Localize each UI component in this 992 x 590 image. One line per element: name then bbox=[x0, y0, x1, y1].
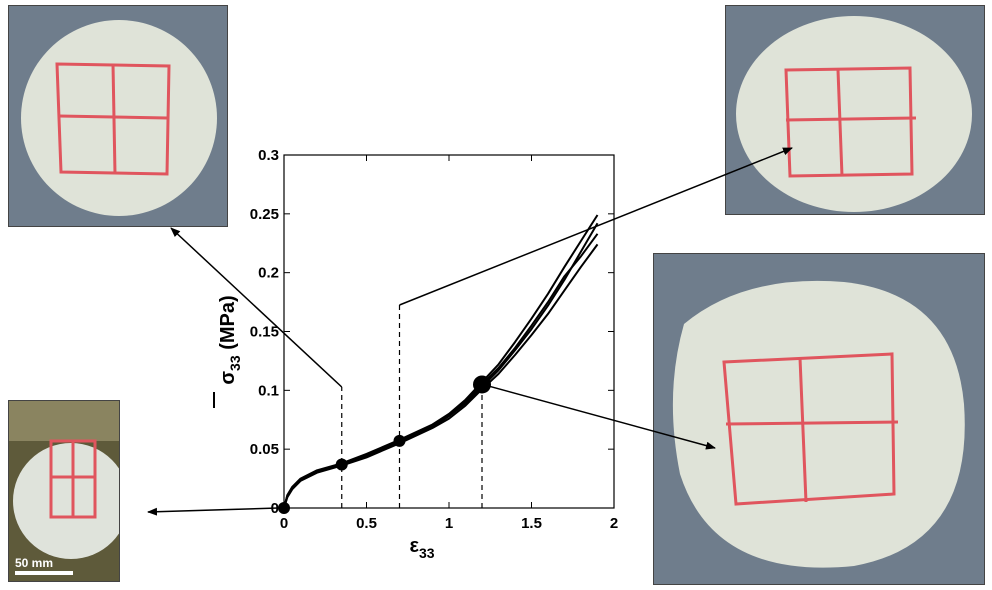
plot-area bbox=[283, 154, 615, 509]
specimen-photo-stage-2 bbox=[725, 5, 985, 215]
series-line-4 bbox=[283, 233, 599, 509]
specimen-photo-stage-3 bbox=[653, 253, 985, 585]
y-tick-label: 0.3 bbox=[258, 147, 279, 164]
specimen-photo-stage-1 bbox=[8, 5, 228, 227]
x-tick-label: 1.5 bbox=[521, 515, 542, 532]
arrow-to-stage-3-photo bbox=[489, 385, 716, 450]
specimen-photo-initial: 50 mm bbox=[8, 400, 120, 582]
x-axis-label: ε33 bbox=[409, 535, 434, 561]
scale-bar-line bbox=[15, 571, 73, 575]
x-tick-label: 2 bbox=[610, 515, 618, 532]
axis-ticks: 0 0.5 1 1.5 200.050.10.150.20.250.3 bbox=[250, 147, 618, 532]
svg-text:σ33 (MPa): σ33 (MPa) bbox=[217, 295, 243, 384]
marker-4 bbox=[473, 375, 491, 394]
y-axis-label: σ33 (MPa) bbox=[213, 295, 243, 408]
y-tick-label: 0.25 bbox=[250, 206, 279, 223]
data-markers bbox=[278, 375, 491, 514]
marker-1 bbox=[278, 502, 290, 514]
scale-bar-label: 50 mm bbox=[15, 556, 54, 570]
x-tick-label: 0 bbox=[280, 515, 288, 532]
data-series bbox=[283, 214, 599, 509]
plot-frame bbox=[283, 154, 615, 509]
series-line-1 bbox=[283, 222, 599, 509]
y-tick-label: 0.2 bbox=[258, 265, 279, 282]
arrow-to-stage-2-photo bbox=[399, 147, 793, 306]
scale-bar: 50 mm bbox=[15, 556, 73, 575]
y-tick-label: 0.1 bbox=[258, 382, 279, 399]
y-tick-label: 0.15 bbox=[250, 324, 279, 341]
x-tick-label: 0.5 bbox=[356, 515, 377, 532]
series-line-2 bbox=[283, 214, 599, 509]
arrow-to-initial-photo bbox=[147, 507, 279, 516]
arrow-to-stage-1-photo bbox=[170, 227, 343, 388]
marker-2 bbox=[335, 458, 348, 471]
y-tick-label: 0.05 bbox=[250, 441, 279, 458]
x-tick-label: 1 bbox=[445, 515, 453, 532]
annotation-lines bbox=[147, 147, 793, 516]
